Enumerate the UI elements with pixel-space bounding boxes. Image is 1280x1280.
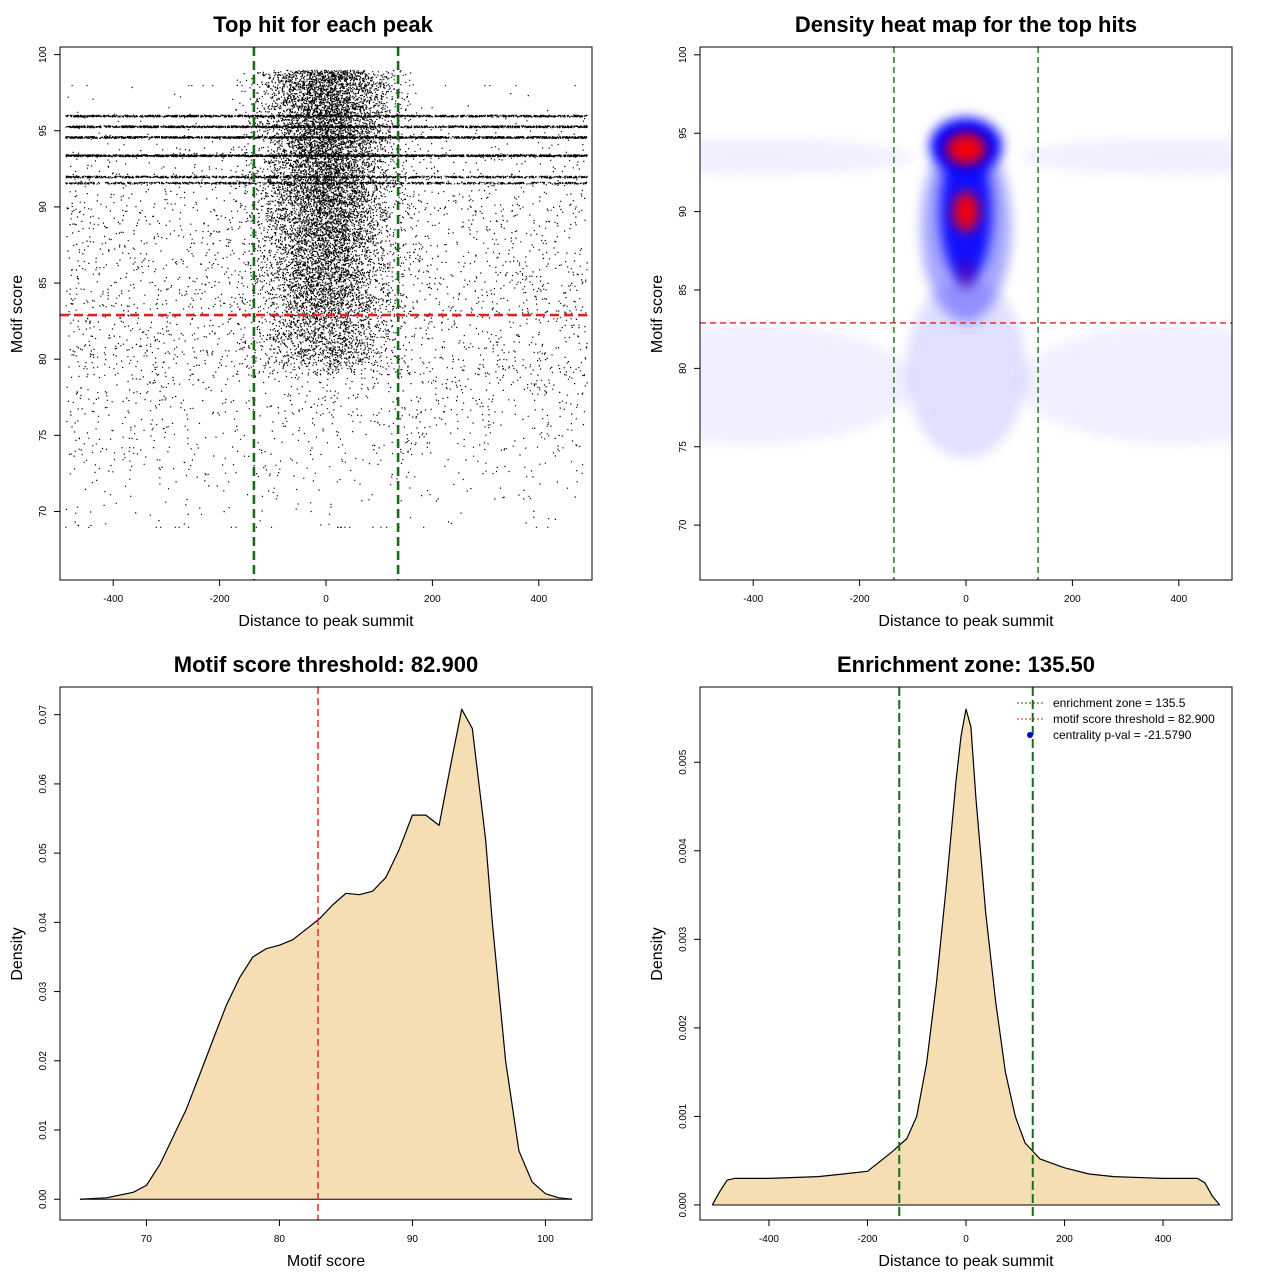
x-tick-label: 80 xyxy=(274,1234,286,1245)
y-tick-label: 0.004 xyxy=(678,838,689,863)
y-tick-label: 85 xyxy=(38,277,49,289)
y-tick-label: 80 xyxy=(678,362,689,374)
density-hot-spot xyxy=(946,132,986,165)
heatmap-layer xyxy=(700,47,1232,580)
y-tick-label: 0.07 xyxy=(38,705,49,725)
scatter-panel: Top hit for each peak Distance to peak s… xyxy=(9,12,593,630)
density-curve xyxy=(711,708,1221,1206)
y-axis-label: Motif score xyxy=(649,275,666,353)
y-tick-label: 100 xyxy=(38,46,49,63)
density-blob-low xyxy=(700,324,914,445)
x-axis-label: Distance to peak summit xyxy=(878,613,1054,630)
density-area xyxy=(712,709,1220,1205)
x-tick-label: 400 xyxy=(530,594,547,605)
x-tick-label: 90 xyxy=(407,1234,419,1245)
x-tick-label: 0 xyxy=(963,594,969,605)
y-tick-label: 0.001 xyxy=(678,1103,689,1128)
plot-frame xyxy=(59,686,593,1221)
plot-area: -400 -200 0 200 400 70 75 80 85 90 95 100 xyxy=(38,46,593,605)
plot-area: -400 -200 0 200 400 0.000 0.001 0.002 0.003 0.004… xyxy=(678,686,1233,1245)
x-tick-label: 0 xyxy=(963,1234,969,1245)
chart-title: Top hit for each peak xyxy=(213,12,433,37)
scatter-points xyxy=(65,69,588,528)
y-tick-label: 0.04 xyxy=(38,912,49,932)
legend-point-marker xyxy=(1027,732,1033,738)
chart-title: Motif score threshold: 82.900 xyxy=(174,652,478,677)
legend-label: centrality p-val = -21.5790 xyxy=(1053,728,1192,742)
y-tick-label: 75 xyxy=(38,429,49,441)
density-curve xyxy=(79,708,573,1200)
x-tick-label: -400 xyxy=(743,594,763,605)
chart-title: Enrichment zone: 135.50 xyxy=(837,652,1095,677)
plot-area: 70 80 90 100 0.00 0.01 0.02 0.03 0.04 0.05 0.06 0.0… xyxy=(38,686,593,1245)
x-tick-label: -400 xyxy=(103,594,123,605)
heatmap-panel: Density heat map for the top hits Distan… xyxy=(649,12,1233,630)
density-mid-spot xyxy=(958,258,974,291)
plot-area: -400 -200 0 200 400 70 75 80 85 90 95 100 xyxy=(678,46,1233,605)
y-tick-label: 0.06 xyxy=(38,774,49,794)
density-blob-low xyxy=(700,138,914,175)
y-tick-label: 0.00 xyxy=(38,1189,49,1209)
density-hot-spot xyxy=(953,191,979,232)
legend-label: enrichment zone = 135.5 xyxy=(1053,696,1186,710)
legend-label: motif score threshold = 82.900 xyxy=(1053,712,1215,726)
y-tick-label: 95 xyxy=(38,125,49,137)
y-tick-label: 100 xyxy=(678,46,689,63)
x-tick-label: -400 xyxy=(759,1234,779,1245)
y-tick-label: 95 xyxy=(678,127,689,139)
density-blob-low xyxy=(1018,138,1232,175)
x-axis-label: Motif score xyxy=(287,1253,365,1270)
x-tick-label: -200 xyxy=(210,594,230,605)
y-tick-label: 0.002 xyxy=(678,1015,689,1040)
legend: enrichment zone = 135.5 motif score thres… xyxy=(1017,696,1215,742)
y-tick-label: 85 xyxy=(678,284,689,296)
x-tick-label: 400 xyxy=(1155,1234,1172,1245)
y-tick-label: 0.005 xyxy=(678,749,689,774)
x-tick-label: 200 xyxy=(424,594,441,605)
y-tick-label: 0.01 xyxy=(38,1120,49,1140)
x-tick-label: 0 xyxy=(323,594,329,605)
x-tick-label: 200 xyxy=(1056,1234,1073,1245)
y-tick-label: 70 xyxy=(678,519,689,531)
score-density-panel: Motif score threshold: 82.900 Motif scor… xyxy=(9,652,593,1270)
x-tick-label: 400 xyxy=(1170,594,1187,605)
y-axis-label: Density xyxy=(649,927,666,980)
x-axis-label: Distance to peak summit xyxy=(238,613,414,630)
y-tick-label: 0.02 xyxy=(38,1051,49,1071)
x-tick-label: 100 xyxy=(537,1234,554,1245)
x-axis-label: Distance to peak summit xyxy=(878,1253,1054,1270)
density-blob-low xyxy=(1018,324,1232,445)
y-tick-label: 70 xyxy=(38,505,49,517)
y-tick-label: 75 xyxy=(678,441,689,453)
distance-density-panel: Enrichment zone: 135.50 Distance to peak… xyxy=(649,652,1233,1270)
y-tick-label: 80 xyxy=(38,353,49,365)
x-tick-label: -200 xyxy=(857,1234,877,1245)
density-area xyxy=(79,709,573,1200)
y-tick-label: 0.003 xyxy=(678,926,689,951)
chart-title: Density heat map for the top hits xyxy=(795,12,1137,37)
x-tick-label: -200 xyxy=(850,594,870,605)
x-tick-label: 200 xyxy=(1064,594,1081,605)
y-axis-label: Motif score xyxy=(9,275,26,353)
y-tick-label: 90 xyxy=(38,201,49,213)
y-tick-label: 0.05 xyxy=(38,843,49,863)
y-tick-label: 0.03 xyxy=(38,981,49,1001)
y-tick-label: 90 xyxy=(678,206,689,218)
y-axis-label: Density xyxy=(9,927,26,980)
y-tick-label: 0.000 xyxy=(678,1192,689,1217)
x-tick-label: 70 xyxy=(141,1234,153,1245)
